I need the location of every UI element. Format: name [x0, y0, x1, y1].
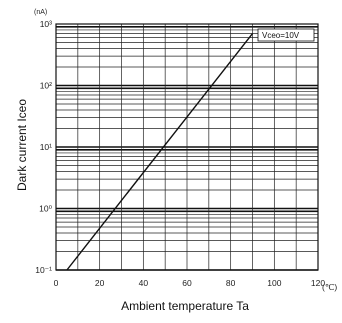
series-line [66, 33, 254, 271]
y-tick-labels: 10⁻¹ 10⁰ 10¹ 10² 10³ [35, 19, 52, 275]
y-tick-label: 10³ [40, 19, 52, 29]
x-tick-label: 0 [54, 278, 59, 288]
x-tick-label: 120 [311, 278, 325, 288]
plot-frame [55, 23, 319, 271]
y-axis-label: Dark current Iceo [15, 99, 29, 191]
x-axis-label: Ambient temperature Ta [121, 299, 249, 313]
x-tick-label: 100 [267, 278, 281, 288]
y-tick-label: 10⁰ [39, 204, 52, 214]
x-tick-label: 60 [182, 278, 192, 288]
series-group [66, 33, 254, 271]
annotation-text: Vceo=10V [262, 31, 300, 40]
x-tick-label: 40 [139, 278, 149, 288]
x-tick-label: 80 [226, 278, 236, 288]
y-tick-label: 10² [40, 81, 52, 91]
x-unit-label: (℃) [322, 282, 337, 292]
x-tick-labels: 0 20 40 60 80 100 120 [54, 278, 326, 288]
x-tick-label: 20 [95, 278, 105, 288]
y-tick-label: 10¹ [40, 142, 52, 152]
y-tick-label: 10⁻¹ [35, 265, 52, 275]
annotation-box [257, 28, 315, 42]
y-unit-label: (nA) [34, 9, 47, 16]
